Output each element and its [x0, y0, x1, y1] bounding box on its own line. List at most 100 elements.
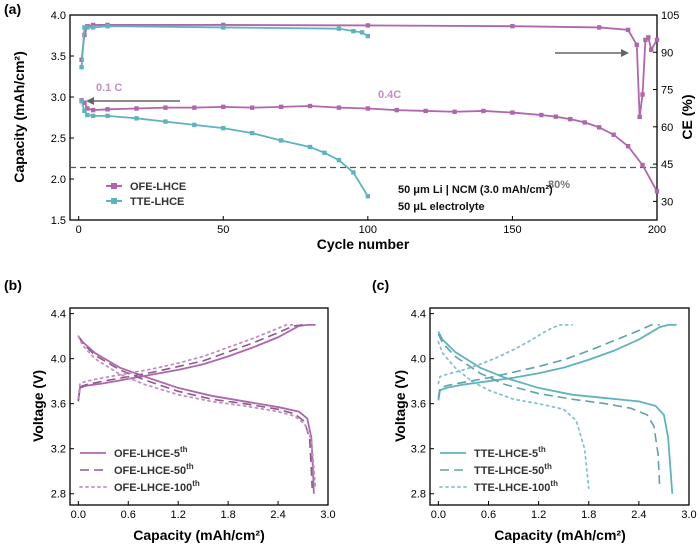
y2-tick-label: 105 — [661, 10, 679, 22]
x-tick-label: 1.8 — [220, 509, 235, 521]
x-tick-label: 0.6 — [481, 509, 496, 521]
x-tick-label: 0.0 — [431, 509, 446, 521]
data-point — [82, 108, 87, 114]
panel-b-frame — [69, 307, 329, 506]
data-point — [221, 125, 226, 131]
data-point — [611, 132, 616, 137]
legend-entry: OFE-LHCE-100th — [114, 479, 200, 494]
data-point — [643, 37, 648, 43]
curve-tte-lhce-50th-discharge — [437, 333, 661, 489]
y-tick-label: 1.5 — [51, 215, 66, 227]
x-tick-label: 150 — [503, 224, 521, 236]
data-point — [79, 98, 84, 104]
legend-entry-base: TTE-LHCE-100 — [474, 482, 550, 494]
y-tick-label: 4.4 — [411, 309, 426, 321]
data-point — [134, 116, 139, 121]
panel-c: (c) 0.0 0.6 1.2 1.8 2.4 3.0 2.8 3.2 3.6 4.0 4.4 TT… — [372, 277, 697, 543]
data-point — [640, 92, 645, 97]
data-point — [221, 104, 226, 110]
legend-tte: TTE-LHCE — [130, 196, 184, 208]
data-point — [90, 113, 96, 119]
y2-tick-label: 45 — [661, 159, 673, 171]
data-point — [249, 130, 255, 136]
y2-tick-label: 30 — [661, 196, 673, 208]
curve-ofe-lhce-50th-discharge — [77, 335, 313, 489]
legend-entry-base: TTE-LHCE-5 — [474, 448, 538, 460]
data-point — [539, 112, 544, 118]
data-point — [322, 150, 327, 155]
data-point — [654, 189, 660, 194]
panel-c-frame — [429, 307, 690, 506]
panel-b-xlabel: Capacity (mAh/cm²) — [133, 527, 264, 543]
x-tick-label: 0.0 — [71, 509, 86, 521]
legend-entry: OFE-LHCE-50th — [114, 462, 194, 477]
curve-ofe-lhce-5th-discharge — [77, 335, 315, 494]
y2-tick-label: 60 — [661, 122, 673, 134]
legend-entry: TTE-LHCE-5th — [474, 445, 546, 460]
legend-entry: TTE-LHCE-50th — [474, 462, 552, 477]
legend-entry-base: OFE-LHCE-100 — [114, 482, 192, 494]
data-point — [553, 114, 558, 119]
cell-annotation: 50 μm Li | NCM (3.0 mAh/cm²) — [398, 184, 553, 196]
data-point — [359, 30, 365, 35]
panel-a-data — [79, 22, 660, 199]
rate-annotation-0.1C: 0.1 C — [96, 82, 122, 94]
panel-b-label: (b) — [4, 277, 22, 293]
legend-marker-tte — [111, 198, 117, 204]
x-tick-label: 3.0 — [320, 509, 335, 521]
curve-ofe-lhce-100th-charge — [77, 323, 296, 399]
data-point — [163, 105, 168, 110]
data-point — [90, 25, 96, 30]
arrow-left-head — [86, 97, 94, 105]
data-point — [336, 105, 342, 110]
data-point — [82, 25, 87, 30]
data-point — [365, 33, 371, 39]
panel-c-legend: TTE-LHCE-5th TTE-LHCE-50th TTE-LHCE-100th — [439, 445, 558, 494]
rate-annotation-0.4C: 0.4C — [378, 89, 401, 101]
data-point — [640, 162, 645, 168]
ref-annotation: 80% — [548, 179, 570, 191]
panel-c-ylabel: Voltage (V) — [392, 370, 408, 442]
legend-marker-ofe — [111, 183, 117, 189]
curve-ofe-lhce-5th-charge — [77, 323, 316, 401]
arrow-right-head — [621, 49, 629, 57]
data-point — [510, 110, 515, 115]
legend-entry-base: OFE-LHCE-5 — [114, 448, 180, 460]
y-tick-label: 2.8 — [411, 489, 426, 501]
y2-tick-label: 75 — [661, 85, 673, 97]
panel-a-label: (a) — [4, 1, 21, 17]
data-point — [90, 107, 96, 113]
series-line-ofe-lhce-ce — [80, 24, 658, 117]
panel-a-ticks: 0 50 100 150 200 1.5 2.0 2.5 3.0 3.5 4.0 30 45 60 75 90… — [51, 10, 680, 236]
legend-ofe: OFE-LHCE — [130, 181, 186, 193]
y-tick-label: 4.0 — [411, 354, 426, 366]
legend-entry: TTE-LHCE-100th — [474, 479, 558, 494]
data-point — [596, 25, 602, 30]
data-point — [249, 105, 255, 110]
x-tick-label: 1.2 — [171, 509, 186, 521]
data-point — [596, 125, 602, 130]
y-tick-label: 2.8 — [51, 489, 66, 501]
data-point — [582, 120, 587, 125]
series-line-ofe-lhce — [80, 99, 658, 192]
curve-ofe-lhce-50th-charge — [77, 324, 304, 402]
series-line-tte-lhce — [80, 100, 369, 197]
curve-tte-lhce-50th-charge — [437, 324, 660, 399]
legend-entry: OFE-LHCE-5th — [114, 445, 188, 460]
y-tick-label: 2.0 — [51, 174, 66, 186]
data-point — [634, 42, 639, 48]
data-point — [510, 23, 515, 29]
panel-c-ticks: 0.0 0.6 1.2 1.8 2.4 3.0 2.8 3.2 3.6 4.0 4.4 — [411, 309, 697, 521]
panel-b-ylabel: Voltage (V) — [30, 370, 46, 442]
y-tick-label: 3.6 — [51, 399, 66, 411]
x-tick-label: 0.6 — [121, 509, 136, 521]
data-point — [79, 64, 84, 70]
curve-tte-lhce-5th-discharge — [437, 331, 674, 494]
data-point — [85, 25, 90, 30]
data-point — [625, 144, 631, 149]
x-tick-label: 50 — [217, 224, 229, 236]
y-tick-label: 3.2 — [51, 444, 66, 456]
data-point — [351, 170, 356, 175]
panel-b: (b) 0.0 0.6 1.2 1.8 2.4 3.0 2.8 3.2 3.6 4.0 4.4 OF… — [4, 277, 336, 543]
panel-c-xlabel: Capacity (mAh/cm²) — [494, 527, 625, 543]
